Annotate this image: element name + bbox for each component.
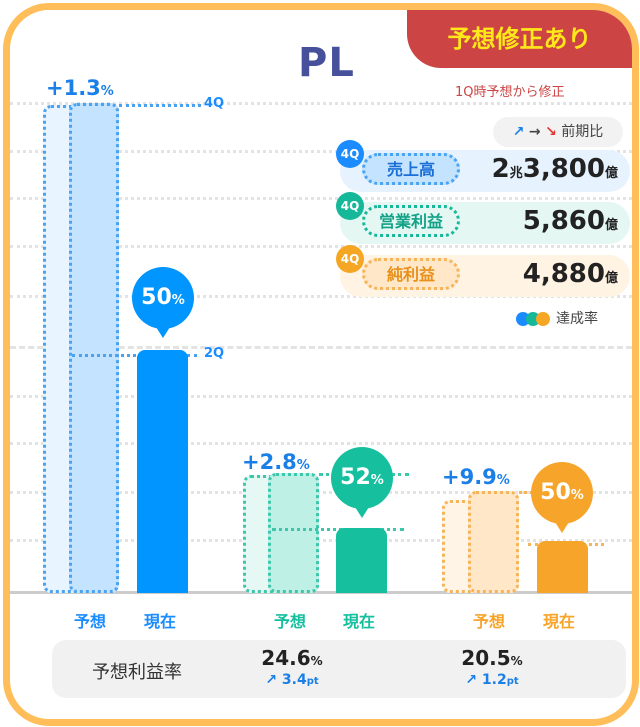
achievement-label: 達成率	[556, 311, 598, 327]
forecast-margin-row: 予想利益率 24.6% ↗ 3.4pt 20.5% ↗ 1.2pt	[52, 640, 626, 698]
current-quarter-label: 2Q	[204, 346, 225, 361]
chart-baseline	[10, 591, 632, 594]
quarter-badge: 4Q	[336, 192, 364, 220]
net-margin-value: 20.5%	[461, 646, 523, 670]
gridline	[10, 245, 632, 248]
pl-card: PL 予想修正あり 1Q時予想から修正 +1.3% 4Q 2Q 50% +2.8…	[3, 3, 639, 726]
kpi-value: 5,860億	[522, 206, 618, 236]
kpi-label: 営業利益	[362, 205, 460, 237]
achievement-legend: 達成率	[516, 308, 598, 328]
gridline	[10, 197, 632, 200]
forecast-margin-label: 予想利益率	[92, 662, 182, 683]
kpi-label: 売上高	[362, 153, 460, 185]
kpi-value: 2兆3,800億	[491, 154, 618, 184]
orange-dot-icon	[536, 312, 550, 326]
quarter-badge: 4Q	[336, 245, 364, 273]
gridline	[10, 150, 632, 153]
revenue-current-bar	[137, 350, 188, 593]
arrow-flat-icon: →	[528, 124, 541, 140]
yoy-legend: ↗ → ↘ 前期比	[493, 117, 623, 147]
net-forecast-label: 予想	[473, 612, 506, 631]
net-achievement-bubble: 50%	[531, 462, 593, 533]
revenue-achievement-bubble: 50%	[132, 267, 194, 338]
net-current-label: 現在	[543, 612, 576, 631]
revenue-current-leader	[72, 354, 197, 357]
arrow-down-icon: ↘	[545, 124, 557, 140]
arrow-up-icon: ↗	[512, 124, 525, 140]
operating-margin-change: ↗ 3.4pt	[265, 672, 319, 688]
operating-forecast-change: +2.8%	[242, 450, 310, 474]
net-forecast-leader	[519, 491, 539, 494]
gridline-midpoint	[10, 346, 632, 349]
revenue-forecast-leader	[119, 104, 201, 107]
gridline	[10, 102, 632, 105]
revenue-forecast-label: 予想	[74, 612, 107, 631]
revenue-current-label: 現在	[144, 612, 177, 631]
revenue-forecast-change: +1.3%	[46, 76, 114, 100]
net-margin-change: ↗ 1.2pt	[465, 672, 519, 688]
quarter-badge: 4Q	[336, 140, 364, 168]
net-forecast-bar	[468, 491, 519, 593]
gridline	[10, 491, 632, 494]
operating-current-label: 現在	[343, 612, 376, 631]
net-current-bar	[537, 541, 588, 593]
gridline	[10, 295, 632, 298]
yoy-label: 前期比	[561, 124, 604, 140]
operating-achievement-bubble: 52%	[331, 447, 393, 518]
operating-margin-value: 24.6%	[261, 646, 323, 670]
kpi-net-profit: 4Q 純利益 4,880億	[336, 245, 630, 297]
forecast-quarter-label: 4Q	[204, 96, 225, 111]
gridline	[10, 395, 632, 398]
operating-forecast-label: 予想	[274, 612, 307, 631]
kpi-value: 4,880億	[522, 259, 618, 289]
net-forecast-change: +9.9%	[442, 465, 510, 489]
operating-current-bar	[336, 528, 387, 593]
forecast-revised-note: 1Q時予想から修正	[455, 85, 565, 100]
kpi-revenue: 4Q 売上高 2兆3,800億	[336, 140, 630, 192]
gridline	[10, 539, 632, 542]
forecast-revised-badge: 予想修正あり	[407, 10, 632, 68]
operating-forecast-bar	[268, 473, 319, 593]
kpi-operating-profit: 4Q 営業利益 5,860億	[336, 192, 630, 244]
revenue-forecast-bar	[69, 103, 119, 593]
gridline	[10, 442, 632, 445]
kpi-label: 純利益	[362, 258, 460, 290]
page-title: PL	[298, 40, 355, 86]
